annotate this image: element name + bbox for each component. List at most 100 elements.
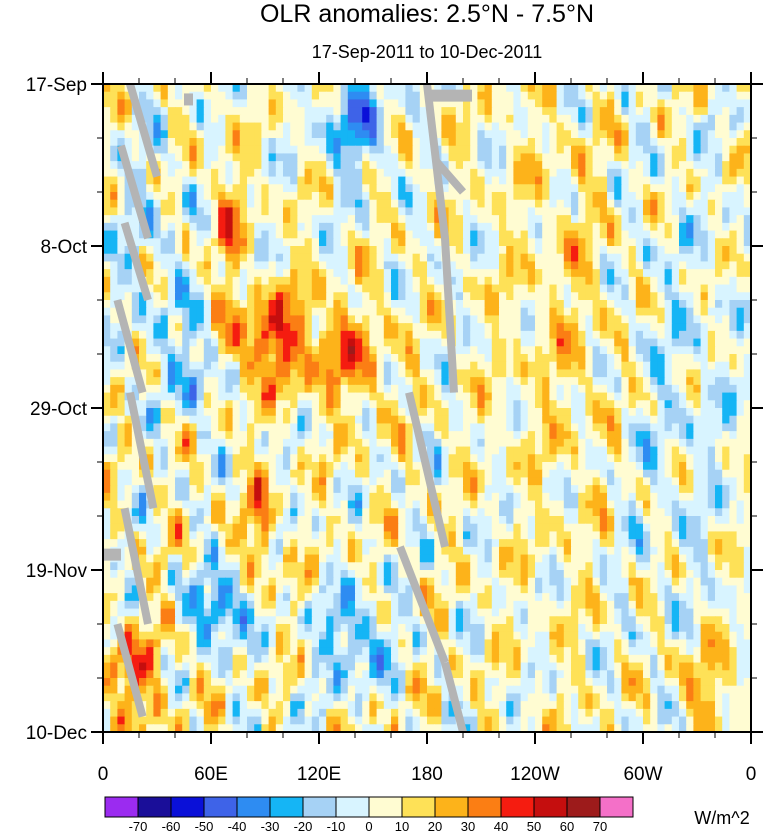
heatmap-cell (628, 261, 637, 270)
heatmap-cell (319, 462, 327, 471)
heatmap-cell (542, 91, 550, 101)
heatmap-cell (693, 261, 702, 270)
heatmap-cell (607, 145, 615, 155)
heatmap-cell (599, 438, 608, 448)
heatmap-cell (542, 415, 550, 425)
heatmap-cell (686, 408, 694, 417)
heatmap-cell (455, 199, 464, 209)
heatmap-cell (441, 438, 450, 448)
heatmap-cell (657, 292, 666, 301)
heatmap-cell (715, 246, 723, 255)
heatmap-cell (167, 346, 176, 355)
heatmap-cell (347, 222, 356, 232)
heatmap-cell (715, 500, 723, 509)
heatmap-cell (520, 230, 529, 239)
heatmap-cell (592, 222, 601, 232)
heatmap-cell (578, 184, 586, 193)
heatmap-cell (283, 384, 291, 394)
heatmap-cell (679, 215, 687, 224)
heatmap-cell (707, 222, 716, 232)
heatmap-cell (247, 469, 255, 479)
heatmap-cell (715, 222, 723, 232)
heatmap-cell (599, 230, 608, 239)
heatmap-cell (686, 377, 694, 386)
heatmap-cell (376, 492, 385, 502)
heatmap-cell (290, 253, 298, 263)
heatmap-cell (110, 454, 118, 463)
heatmap-cell (607, 246, 615, 255)
heatmap-cell (513, 377, 522, 386)
heatmap-cell (463, 354, 471, 363)
heatmap-cell (520, 462, 529, 471)
heatmap-cell (643, 122, 651, 131)
heatmap-cell (441, 184, 450, 193)
heatmap-cell (657, 153, 666, 162)
heatmap-cell (715, 215, 723, 224)
heatmap-cell (477, 400, 486, 409)
heatmap-cell (110, 338, 118, 347)
heatmap-cell (347, 161, 356, 170)
heatmap-cell (621, 300, 630, 309)
heatmap-cell (319, 153, 327, 162)
heatmap-cell (664, 384, 673, 394)
heatmap-cell (549, 307, 558, 317)
heatmap-cell (585, 107, 594, 116)
heatmap-cell (254, 354, 262, 363)
heatmap-cell (153, 130, 162, 139)
heatmap-cell (585, 99, 594, 108)
heatmap-cell (700, 462, 709, 471)
heatmap-cell (196, 477, 205, 486)
heatmap-cell (542, 207, 550, 216)
heatmap-cell (218, 269, 226, 278)
heatmap-cell (383, 330, 392, 340)
heatmap-cell (275, 462, 284, 471)
heatmap-cell (621, 207, 630, 216)
heatmap-cell (520, 84, 529, 93)
heatmap-cell (491, 469, 500, 479)
heatmap-cell (189, 130, 198, 139)
heatmap-cell (729, 153, 738, 162)
heatmap-cell (362, 338, 370, 347)
heatmap-cell (319, 338, 327, 347)
heatmap-cell (729, 161, 738, 170)
heatmap-cell (254, 222, 262, 232)
heatmap-cell (261, 485, 270, 494)
heatmap-cell (643, 384, 651, 394)
heatmap-cell (707, 207, 716, 216)
heatmap-cell (304, 361, 313, 371)
heatmap-cell (398, 508, 406, 517)
heatmap-cell (448, 138, 457, 147)
heatmap-cell (736, 269, 745, 278)
heatmap-cell (275, 184, 284, 193)
heatmap-cell (268, 415, 277, 425)
heatmap-cell (592, 392, 601, 401)
heatmap-cell (607, 215, 615, 224)
heatmap-cell (700, 284, 709, 293)
heatmap-cell (117, 276, 126, 286)
heatmap-cell (297, 84, 306, 93)
heatmap-cell (139, 307, 147, 317)
heatmap-cell (542, 323, 550, 332)
heatmap-cell (218, 222, 226, 232)
heatmap-cell (736, 130, 745, 139)
heatmap-cell (110, 276, 118, 286)
heatmap-cell (167, 246, 176, 255)
heatmap-cell (578, 253, 586, 263)
heatmap-cell (527, 222, 536, 232)
heatmap-cell (131, 462, 140, 471)
heatmap-cell (254, 176, 262, 185)
heatmap-cell (513, 238, 522, 247)
heatmap-cell (419, 477, 428, 486)
heatmap-cell (103, 361, 111, 371)
heatmap-cell (398, 138, 406, 147)
heatmap-cell (304, 153, 313, 162)
heatmap-cell (650, 330, 658, 340)
heatmap-cell (196, 284, 205, 293)
heatmap-cell (643, 84, 651, 93)
heatmap-cell (189, 323, 198, 332)
heatmap-cell (261, 377, 270, 386)
heatmap-cell (736, 454, 745, 463)
heatmap-cell (542, 477, 550, 486)
heatmap-cell (679, 354, 687, 363)
heatmap-cell (153, 392, 162, 401)
